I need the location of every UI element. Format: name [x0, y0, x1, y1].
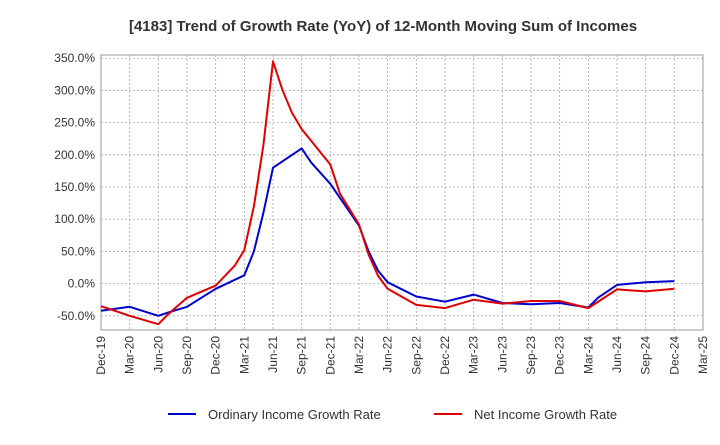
- y-tick-label: 0.0%: [68, 277, 96, 291]
- x-tick-label: Mar-23: [467, 336, 481, 374]
- series-lines: [100, 60, 675, 326]
- x-tick-label: Sep-22: [409, 336, 423, 375]
- x-tick-label: Jun-21: [266, 336, 280, 373]
- y-tick-label: 350.0%: [54, 51, 95, 65]
- x-tick-label: Mar-22: [352, 336, 366, 374]
- x-tick-label: Sep-21: [295, 336, 309, 375]
- x-tick-label: Jun-24: [610, 336, 624, 373]
- x-tick-label: Jun-22: [381, 336, 395, 373]
- y-tick-label: 50.0%: [61, 244, 95, 258]
- x-tick-label: Sep-20: [180, 336, 194, 375]
- x-tick-label: Mar-21: [237, 336, 251, 374]
- net-income-growth-rate-line: [100, 60, 675, 326]
- legend: Ordinary Income Growth Rate Net Income Gr…: [168, 407, 617, 422]
- x-tick-label: Sep-24: [639, 336, 653, 375]
- x-tick-label: Mar-20: [123, 336, 137, 374]
- y-tick-label: -50.0%: [57, 309, 95, 323]
- x-tick-label: Mar-24: [581, 336, 595, 374]
- x-tick-label: Dec-19: [94, 336, 108, 375]
- x-tick-label: Dec-22: [438, 336, 452, 375]
- y-axis: 350.0% 300.0% 250.0% 200.0% 150.0% 100.0% 50.0…: [54, 51, 95, 323]
- legend-label: Net Income Growth Rate: [474, 407, 617, 422]
- x-tick-label: Dec-23: [553, 336, 567, 375]
- x-tick-label: Dec-24: [667, 336, 681, 375]
- y-tick-label: 300.0%: [54, 83, 95, 97]
- legend-label: Ordinary Income Growth Rate: [208, 407, 381, 422]
- x-tick-label: Mar-25: [696, 336, 710, 374]
- y-tick-label: 100.0%: [54, 212, 95, 226]
- x-tick-label: Sep-23: [524, 336, 538, 375]
- y-tick-label: 250.0%: [54, 116, 95, 130]
- x-axis: Dec-19 Mar-20 Jun-20 Sep-20 Dec-20 Mar-21 Jun-…: [94, 336, 710, 375]
- x-tick-label: Jun-20: [151, 336, 165, 373]
- x-tick-label: Dec-20: [209, 336, 223, 375]
- plot-area: [100, 54, 704, 331]
- x-tick-label: Jun-23: [495, 336, 509, 373]
- grid: [101, 55, 703, 330]
- chart-title: [4183] Trend of Growth Rate (YoY) of 12-…: [129, 18, 637, 35]
- x-tick-label: Dec-21: [323, 336, 337, 375]
- y-tick-label: 150.0%: [54, 180, 95, 194]
- y-tick-label: 200.0%: [54, 148, 95, 162]
